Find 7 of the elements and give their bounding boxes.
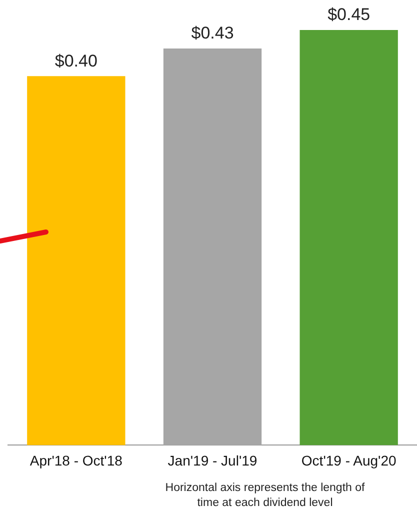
data-label: $0.43 <box>191 24 234 43</box>
data-label: $0.45 <box>328 5 370 24</box>
data-label: $0.40 <box>54 51 98 70</box>
x-tick-label: Jan'19 - Jul'19 <box>168 452 258 468</box>
x-tick-label: Apr'18 - Oct'18 <box>30 452 123 468</box>
text: Horizontal axis represents the length of time at each dividend level <box>165 481 365 511</box>
x-tick-label: Oct'19 - Aug'20 <box>301 452 396 468</box>
